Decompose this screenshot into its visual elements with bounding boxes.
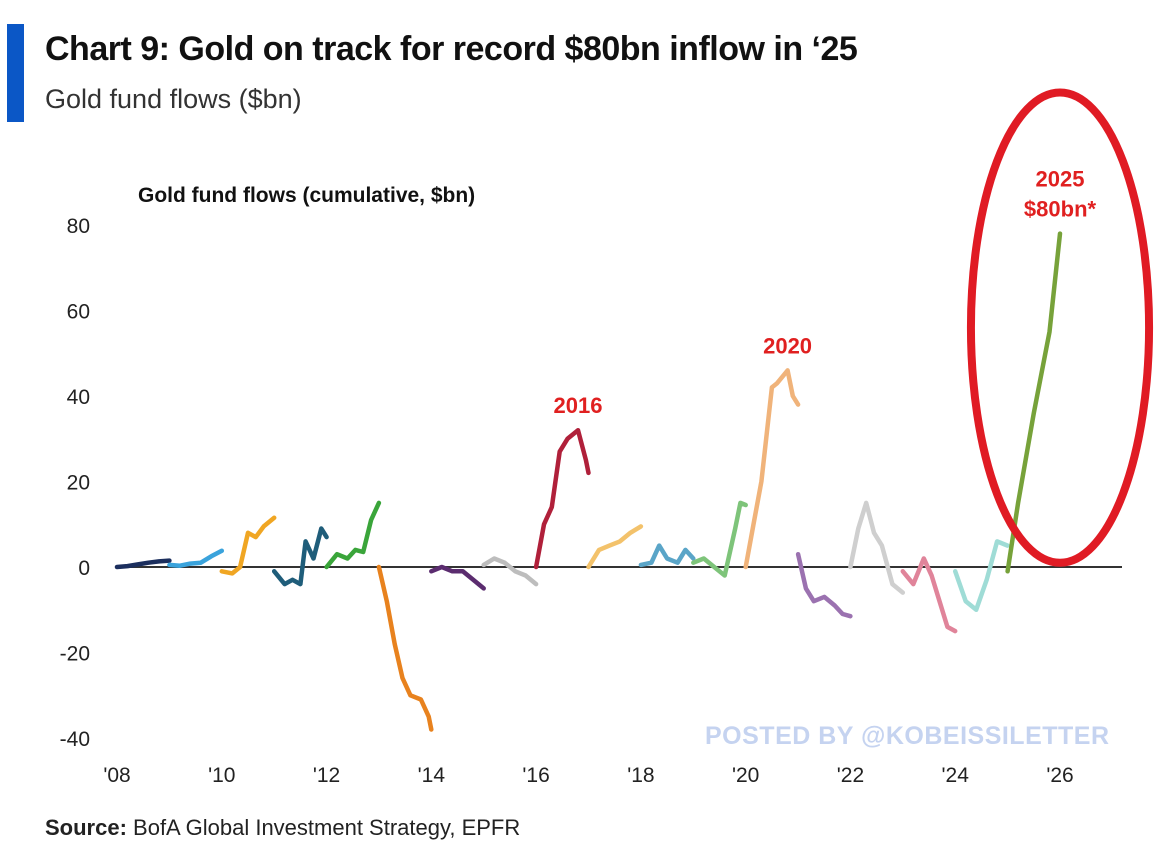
highlight-ellipse <box>966 88 1154 567</box>
watermark: POSTED BY @KOBEISSILETTER <box>705 722 1110 750</box>
y-tick-label: 40 <box>67 386 90 409</box>
x-tick-label: '14 <box>418 764 446 787</box>
x-tick-label: '08 <box>103 764 130 787</box>
series-line-2015 <box>481 556 539 587</box>
series-line-2018 <box>638 543 696 568</box>
series-line-2013 <box>376 564 434 732</box>
x-tick-label: '12 <box>313 764 340 787</box>
y-tick-label: -20 <box>60 643 90 666</box>
series-line-2020 <box>743 368 801 570</box>
page-title: Chart 9: Gold on track for record $80bn … <box>45 30 858 68</box>
series-line-2016 <box>533 427 591 570</box>
annotation-label: $80bn* <box>1024 196 1097 221</box>
x-tick-label: '26 <box>1046 764 1073 787</box>
series-line-2008 <box>114 558 172 570</box>
x-tick-label: '18 <box>627 764 654 787</box>
series-line-2014 <box>429 564 486 591</box>
series-line-2011 <box>271 526 329 587</box>
x-tick-label: '16 <box>522 764 549 787</box>
annotation-label: 2025 <box>1036 167 1085 192</box>
accent-bar <box>7 24 24 122</box>
y-tick-label: 20 <box>67 472 90 495</box>
x-tick-label: '24 <box>942 764 970 787</box>
series-line-2023 <box>900 556 958 634</box>
x-tick-label: '10 <box>208 764 235 787</box>
series-line-2017 <box>586 524 644 570</box>
y-tick-label: -40 <box>60 728 90 751</box>
series-line-2022 <box>848 500 906 595</box>
y-tick-label: 60 <box>67 301 90 324</box>
source-note: Source: BofA Global Investment Strategy,… <box>45 815 520 841</box>
chart-title: Gold fund flows (cumulative, $bn) <box>138 184 475 207</box>
series-line-2021 <box>795 551 853 619</box>
series-line-2024 <box>952 539 1010 613</box>
x-tick-label: '20 <box>732 764 759 787</box>
source-label: Source: <box>45 815 127 840</box>
page-subtitle: Gold fund flows ($bn) <box>45 84 302 114</box>
series-line-2019 <box>691 500 748 578</box>
series-line-2010 <box>219 515 277 576</box>
series-line-2009 <box>167 548 225 568</box>
series-line-2012 <box>324 500 382 570</box>
annotation-label: 2020 <box>763 333 812 358</box>
annotation-label: 2016 <box>554 393 603 418</box>
y-tick-label: 80 <box>67 215 90 238</box>
series-line-2025 <box>1005 231 1063 574</box>
source-text: BofA Global Investment Strategy, EPFR <box>126 815 521 840</box>
x-tick-label: '22 <box>837 764 864 787</box>
y-tick-label: 0 <box>78 557 90 580</box>
